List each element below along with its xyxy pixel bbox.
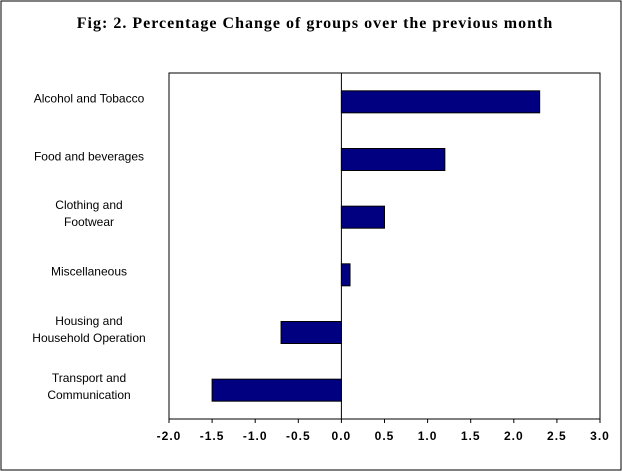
x-tick-label: -1.0 [243,429,268,443]
bar [340,263,351,287]
y-tick-label: Housing and Household Operation [32,313,146,345]
x-tick-label: -0.5 [286,429,311,443]
y-tick-label: Miscellaneous [50,264,128,279]
y-tick-label: Alcohol and Tobacco [33,91,145,106]
bar [280,321,342,344]
x-tick-label: 2.5 [547,429,567,443]
x-tick-label: 3.0 [590,429,610,443]
y-tick-label: Clothing and Footwear [55,198,123,230]
x-tick-label: 1.5 [461,429,481,443]
bar [340,148,446,171]
plot-area [168,72,601,420]
x-tick-label: 0.5 [375,429,395,443]
y-tick-label: Transport and Communication [47,371,131,403]
x-tick-label: -2.0 [157,429,182,443]
bar [340,90,541,114]
x-tick-label: 1.0 [418,429,438,443]
x-tick-label: 0.0 [332,429,352,443]
chart-title: Fig: 2. Percentage Change of groups over… [76,15,554,32]
bar [211,378,342,402]
x-tick-label: -1.5 [200,429,225,443]
bar [340,205,385,229]
x-tick-label: 2.0 [504,429,524,443]
y-tick-label: Food and beverages [33,149,145,163]
